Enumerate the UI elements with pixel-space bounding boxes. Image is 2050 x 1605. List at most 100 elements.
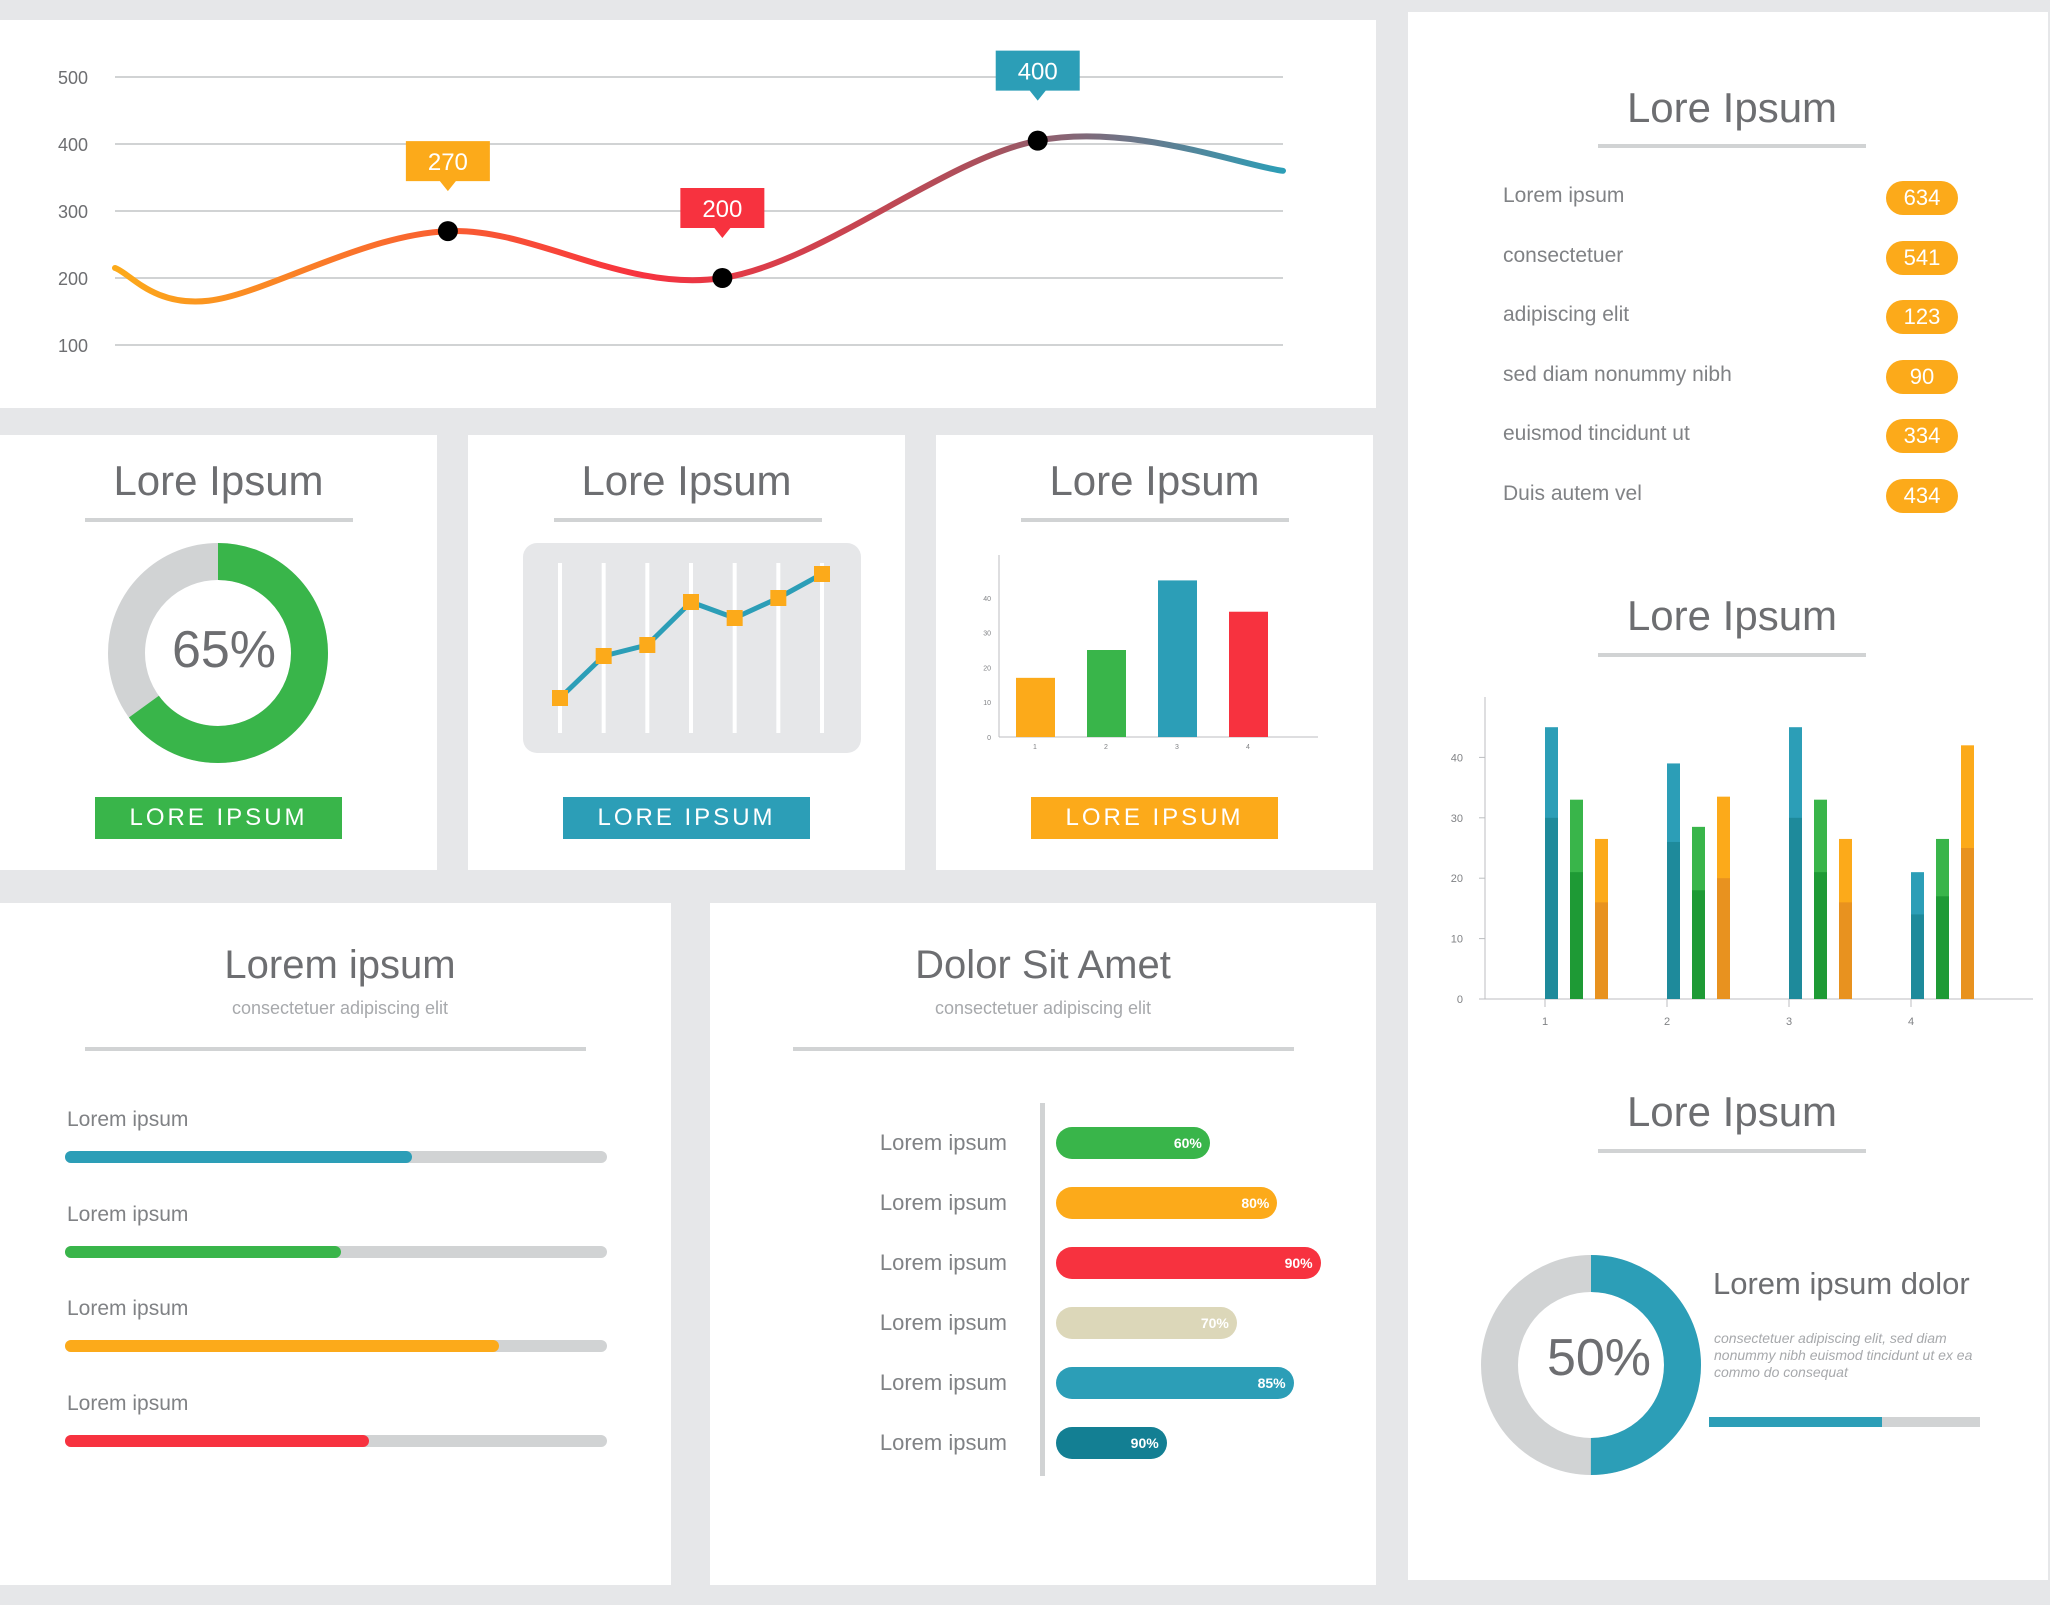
stats-title: Lore Ipsum	[1626, 84, 1838, 131]
donut-chart-50	[1481, 1255, 1701, 1475]
line-card-button[interactable]: LORE IPSUM	[563, 797, 810, 839]
mini-bar-chart: 0 10 20 30 40 1 2 3 4	[983, 555, 1318, 751]
callout-label: 400	[1018, 59, 1058, 86]
data-point	[814, 566, 830, 582]
y-tick-label: 40	[983, 596, 991, 603]
data-point	[683, 594, 699, 610]
progress-card-rule	[85, 1047, 586, 1051]
bar-card-button[interactable]: LORE IPSUM	[1031, 797, 1278, 839]
progress-label: Lorem ipsum	[67, 1297, 189, 1320]
donut-value: 65%	[171, 621, 277, 679]
progress-fill	[65, 1340, 499, 1352]
data-point	[712, 268, 733, 288]
bar-inner	[1839, 902, 1852, 999]
y-tick-label: 20	[1451, 873, 1463, 885]
donut-card: Lore Ipsum 65% LORE IPSUM	[0, 435, 437, 870]
stat-value-badge: 90	[1886, 359, 1958, 394]
hbar-card-subtitle: consectetuer adipiscing elit	[934, 998, 1152, 1018]
progress-track	[65, 1151, 607, 1163]
progress-card-subtitle: consectetuer adipiscing elit	[231, 998, 449, 1018]
x-tick-label: 2	[1104, 744, 1108, 751]
bar-inner	[1667, 841, 1680, 999]
data-point	[770, 590, 787, 606]
donut-card-rule	[85, 518, 353, 522]
bottom-right-title: Lore Ipsum	[1626, 1088, 1838, 1135]
x-tick-label: 1	[1033, 744, 1037, 751]
top-line-chart-panel: 500 400 300 200 100 270 200 400	[0, 20, 1376, 408]
donut-arc	[1481, 1255, 1701, 1475]
bar-card-rule	[1021, 518, 1289, 522]
y-tick-label: 500	[58, 68, 88, 88]
bar	[1229, 611, 1268, 737]
hbar-category-label: Lorem ipsum	[879, 1130, 1007, 1155]
y-tick-label: 0	[1457, 994, 1463, 1006]
x-tick-label: 2	[1664, 1016, 1670, 1028]
right-column: Lore Ipsum Lorem ipsum 634 consectetuer 541…	[1408, 12, 2048, 1580]
y-tick-label: 10	[1451, 934, 1463, 946]
bottom-right-progress-fill	[1709, 1417, 1883, 1427]
bar-card-title: Lore Ipsum	[1049, 457, 1260, 504]
hbar-bar: 60%	[1056, 1127, 1210, 1159]
grouped-chart-title: Lore Ipsum	[1626, 592, 1838, 639]
bar-inner	[1961, 848, 1974, 999]
hbar-bar: 90%	[1056, 1427, 1167, 1459]
stat-label: Duis autem vel	[1503, 481, 1642, 505]
donut-card-button[interactable]: LORE IPSUM	[95, 797, 342, 839]
progress-fill	[65, 1245, 342, 1258]
y-tick-label: 200	[58, 269, 88, 289]
hbar-value-label: 85%	[1257, 1375, 1286, 1391]
stat-value-badge: 334	[1886, 419, 1958, 453]
bottom-right-progress	[1709, 1417, 1980, 1427]
progress-fill	[65, 1434, 369, 1447]
line-card: Lore Ipsum LORE IPSUM	[468, 435, 905, 870]
stat-value-badge: 634	[1886, 181, 1958, 215]
x-tick-label: 3	[1175, 744, 1179, 751]
hbar-card-title: Dolor Sit Amet	[915, 943, 1171, 987]
bar-inner	[1545, 817, 1558, 999]
hbar-value-label: 90%	[1130, 1435, 1159, 1451]
y-tick-label: 400	[58, 135, 88, 155]
callout-box	[680, 188, 765, 238]
bar-inner	[1570, 872, 1583, 999]
progress-label: Lorem ipsum	[67, 1202, 189, 1226]
bar-inner	[1911, 914, 1924, 999]
hbar-value-label: 60%	[1173, 1135, 1202, 1151]
stat-label: sed diam nonummy nibh	[1503, 362, 1732, 386]
hbar-axis	[1040, 1103, 1045, 1476]
bottom-right-rule	[1598, 1149, 1866, 1153]
bar-inner	[1595, 902, 1608, 999]
callout-label: 200	[702, 196, 742, 223]
y-tick-label: 30	[983, 631, 991, 638]
mini-line-chart	[552, 563, 830, 733]
stat-label: Lorem ipsum	[1503, 184, 1625, 207]
donut-chart	[108, 543, 328, 763]
hbar-category-label: Lorem ipsum	[879, 1250, 1007, 1275]
grouped-chart-rule	[1598, 653, 1866, 657]
hbar-category-label: Lorem ipsum	[879, 1310, 1007, 1335]
bar	[1087, 650, 1126, 737]
donut-50-value: 50%	[1546, 1329, 1652, 1387]
y-tick-label: 20	[983, 665, 991, 672]
x-tick-label: 4	[1908, 1016, 1914, 1028]
hbar-bar: 85%	[1056, 1367, 1294, 1399]
stat-value-badge: 434	[1886, 478, 1958, 513]
progress-label: Lorem ipsum	[67, 1391, 189, 1415]
y-tick-label: 10	[983, 700, 991, 707]
data-point	[437, 221, 458, 242]
x-tick-label: 3	[1786, 1016, 1792, 1028]
bottom-right-body: consectetuer adipiscing elit, sed diam n…	[1714, 1330, 1973, 1380]
x-tick-label: 4	[1246, 744, 1250, 751]
progress-track	[65, 1434, 607, 1447]
bar	[1158, 580, 1197, 737]
data-point	[552, 690, 568, 706]
callout-box	[405, 141, 490, 192]
line-card-rule	[554, 518, 822, 522]
donut-card-title: Lore Ipsum	[113, 457, 324, 504]
donut-arc	[108, 543, 328, 763]
stat-label: adipiscing elit	[1503, 303, 1630, 326]
hbar-category-label: Lorem ipsum	[879, 1370, 1007, 1395]
bar-inner	[1789, 817, 1802, 999]
hbar-bar: 70%	[1056, 1307, 1237, 1339]
callout-box	[995, 50, 1080, 101]
bottom-right-heading: Lorem ipsum dolor	[1713, 1266, 1970, 1301]
